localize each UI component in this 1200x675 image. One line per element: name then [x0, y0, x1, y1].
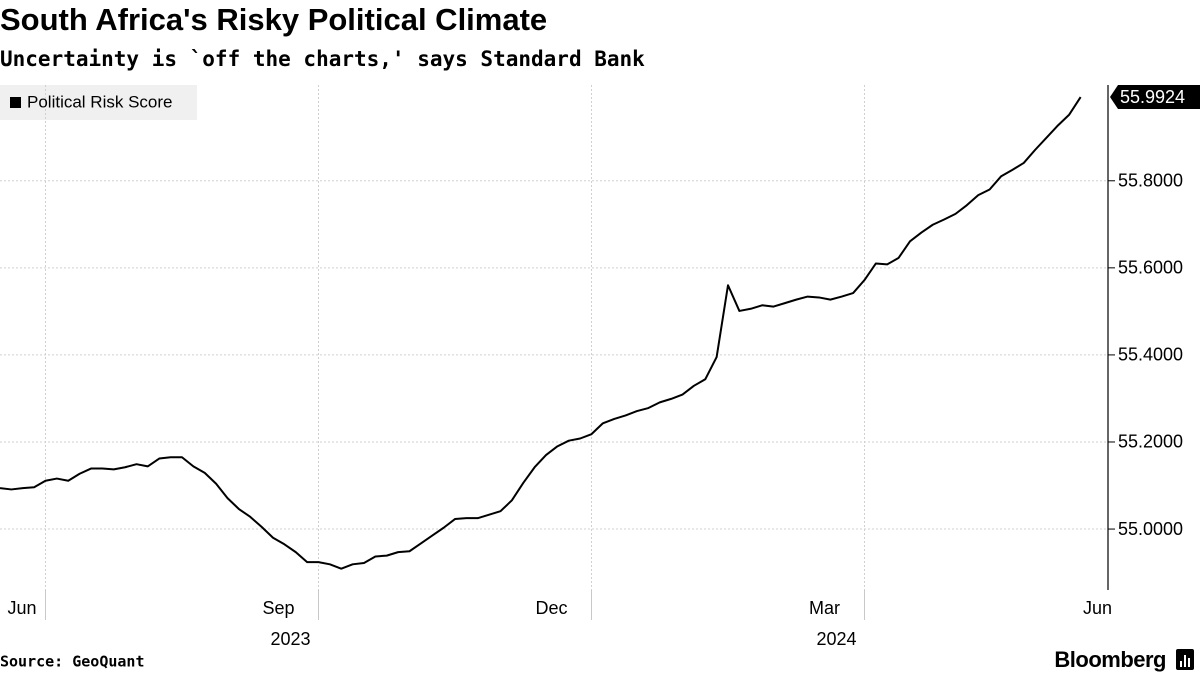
y-tick-label: 55.2000 [1118, 432, 1183, 452]
legend-swatch [10, 97, 21, 108]
line [0, 96, 1082, 570]
y-tick-label: 55.0000 [1118, 519, 1183, 539]
x-tick-label: Jun [7, 598, 36, 618]
y-tick-label: 55.4000 [1118, 345, 1183, 365]
x-tick-label: Jun [1083, 598, 1112, 618]
brand: Bloomberg [1054, 647, 1166, 672]
source: Source: GeoQuant [0, 653, 145, 671]
legend-label: Political Risk Score [27, 92, 173, 111]
last-value-label: 55.9924 [1120, 87, 1185, 107]
chart-title: South Africa's Risky Political Climate [0, 2, 547, 37]
x-tick-label: Dec [535, 598, 567, 618]
x-year-label: 2024 [816, 629, 856, 649]
y-tick-label: 55.8000 [1118, 171, 1183, 191]
chart-subtitle: Uncertainty is `off the charts,' says St… [0, 47, 645, 71]
x-tick-label: Sep [262, 598, 294, 618]
x-year-label: 2023 [270, 629, 310, 649]
last-value-tag [1110, 85, 1200, 110]
y-tick-label: 55.6000 [1118, 258, 1183, 278]
brand-icon [1176, 649, 1194, 670]
legend-box [0, 85, 197, 120]
x-tick-label: Mar [809, 598, 840, 618]
